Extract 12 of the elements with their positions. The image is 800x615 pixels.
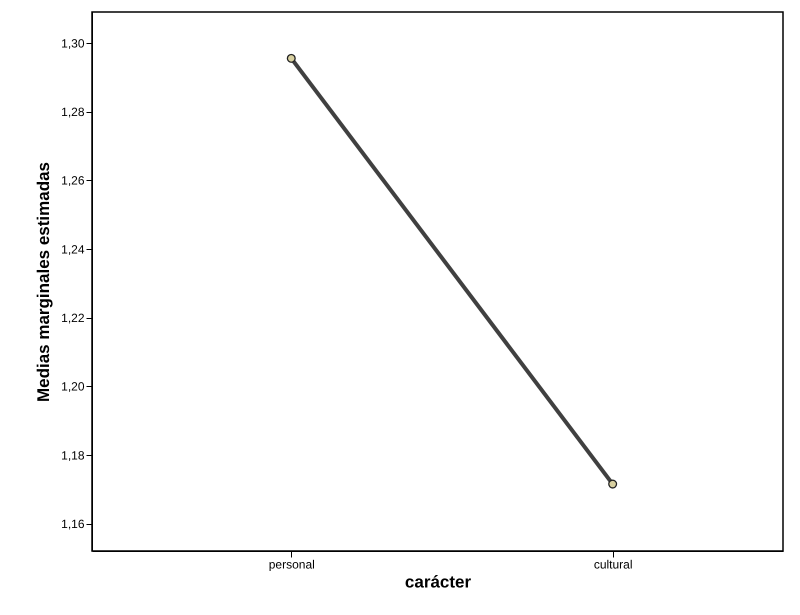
y-tick-label: 1,30 — [61, 36, 85, 50]
y-tick-label: 1,26 — [61, 174, 85, 188]
y-tick-label: 1,16 — [61, 517, 85, 532]
y-tick-label: 1,24 — [61, 242, 85, 256]
y-tick-label: 1,20 — [61, 380, 85, 394]
y-tick-label: 1,22 — [61, 311, 85, 326]
y-tick-label: 1,28 — [61, 105, 85, 120]
x-tick-label: cultural — [594, 558, 633, 572]
y-tick-label: 1,18 — [61, 448, 85, 462]
y-axis-title: Medias marginales estimadas — [34, 162, 54, 402]
x-tick-label: personal — [268, 558, 315, 572]
x-axis-title: carácter — [404, 572, 472, 592]
